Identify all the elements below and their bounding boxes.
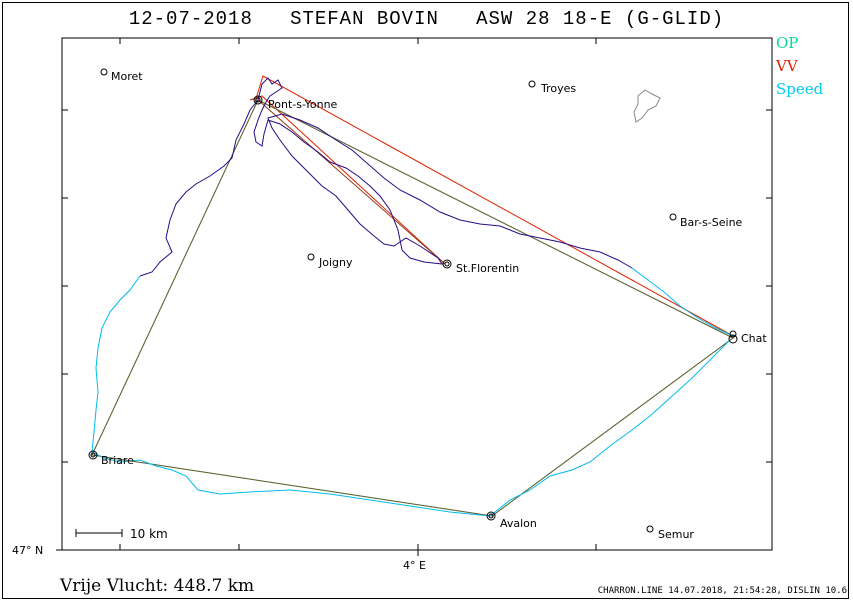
axis-ticks — [56, 38, 772, 556]
vv-line — [254, 75, 736, 338]
town-marker-st-florentin — [442, 259, 452, 269]
distance-label: Vrije Vlucht: 448.7 km — [60, 576, 255, 596]
flight-track-dark-2 — [139, 99, 259, 277]
flight-track-dark — [253, 77, 633, 269]
scale-bar — [75, 529, 123, 537]
op-route — [91, 99, 734, 517]
town-marker-bar — [669, 213, 677, 221]
lat-label: 47° N — [12, 544, 43, 557]
flight-track-light — [91, 275, 731, 517]
credit-label: CHARRON.LINE 14.07.2018, 21:54:28, DISLI… — [597, 586, 847, 596]
legend-vv: VV — [776, 57, 798, 75]
route-legs — [91, 99, 734, 517]
town-marker-joigny — [307, 253, 315, 261]
town-bar-s-seine: Bar-s-Seine — [680, 216, 743, 229]
town-avalon: Avalon — [500, 517, 537, 530]
town-joigny: Joigny — [318, 256, 353, 269]
flight-title: 12-07-2018 STEFAN BOVIN ASW 28 18-E (G-G… — [128, 8, 725, 30]
lake-outline — [633, 89, 661, 123]
town-marker-avalon — [486, 511, 496, 521]
flight-track-light-2 — [631, 267, 734, 337]
town-marker-briare — [88, 450, 98, 460]
town-marker-pont — [253, 95, 263, 105]
legend-op: OP — [776, 34, 799, 52]
town-marker-moret — [100, 68, 108, 76]
town-pont-s-yonne: Pont-s-Yonne — [268, 98, 338, 111]
town-marker-chat — [728, 334, 738, 344]
town-semur: Semur — [658, 528, 694, 541]
town-moret: Moret — [111, 70, 143, 83]
town-chat: Chat — [741, 332, 767, 345]
route-leg-1 — [257, 99, 446, 265]
town-st-florentin: St.Florentin — [456, 262, 519, 275]
town-marker-semur — [646, 525, 654, 533]
legend-speed: Speed — [776, 80, 824, 98]
town-briare: Briare — [101, 454, 134, 467]
scale-label: 10 km — [130, 527, 168, 541]
lon-label: 4° E — [403, 559, 426, 572]
town-troyes: Troyes — [540, 82, 576, 95]
map-border — [61, 37, 773, 551]
town-marker-troyes — [528, 80, 536, 88]
